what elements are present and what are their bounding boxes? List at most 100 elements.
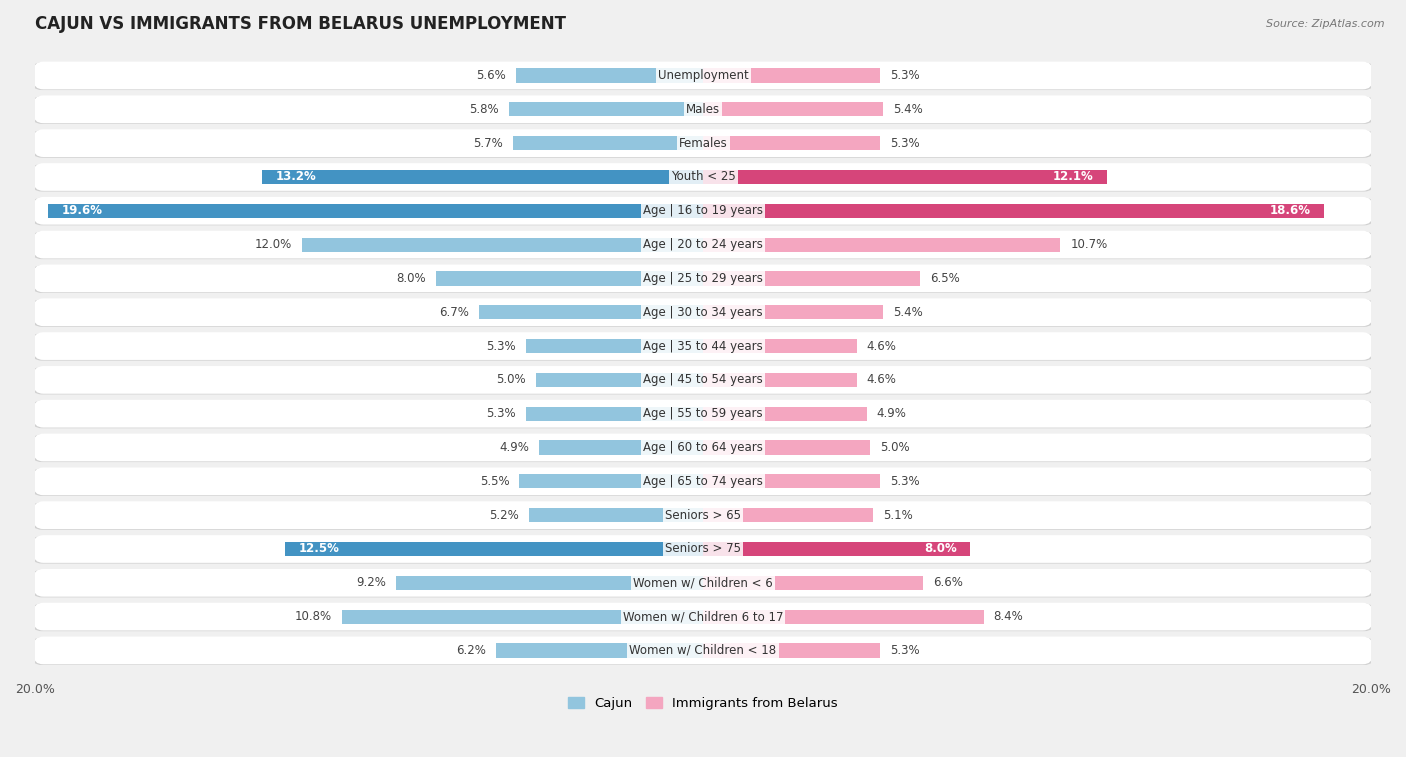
Text: 6.2%: 6.2% xyxy=(456,644,486,657)
Text: Age | 35 to 44 years: Age | 35 to 44 years xyxy=(643,340,763,353)
Bar xyxy=(509,102,703,117)
Text: 5.4%: 5.4% xyxy=(893,306,924,319)
Text: Age | 60 to 64 years: Age | 60 to 64 years xyxy=(643,441,763,454)
Bar xyxy=(703,68,880,83)
FancyBboxPatch shape xyxy=(34,434,1372,462)
Bar xyxy=(703,305,883,319)
Text: CAJUN VS IMMIGRANTS FROM BELARUS UNEMPLOYMENT: CAJUN VS IMMIGRANTS FROM BELARUS UNEMPLO… xyxy=(35,15,567,33)
Bar xyxy=(526,407,703,421)
Bar xyxy=(703,339,856,354)
FancyBboxPatch shape xyxy=(31,96,1375,124)
FancyBboxPatch shape xyxy=(34,197,1372,225)
Text: Unemployment: Unemployment xyxy=(658,69,748,82)
Bar xyxy=(703,102,883,117)
FancyBboxPatch shape xyxy=(34,264,1372,292)
FancyBboxPatch shape xyxy=(31,130,1375,157)
Text: 12.0%: 12.0% xyxy=(254,238,292,251)
Text: 5.3%: 5.3% xyxy=(486,407,516,420)
FancyBboxPatch shape xyxy=(34,569,1372,597)
Text: 6.5%: 6.5% xyxy=(931,272,960,285)
Bar xyxy=(703,542,970,556)
Bar xyxy=(262,170,703,184)
Text: Age | 55 to 59 years: Age | 55 to 59 years xyxy=(643,407,763,420)
Text: 5.0%: 5.0% xyxy=(496,373,526,386)
Bar xyxy=(302,238,703,252)
Bar xyxy=(703,238,1060,252)
Text: 13.2%: 13.2% xyxy=(276,170,316,183)
FancyBboxPatch shape xyxy=(34,603,1372,631)
Text: Age | 65 to 74 years: Age | 65 to 74 years xyxy=(643,475,763,488)
Text: 10.8%: 10.8% xyxy=(295,610,332,623)
Text: 5.3%: 5.3% xyxy=(890,137,920,150)
Text: Age | 20 to 24 years: Age | 20 to 24 years xyxy=(643,238,763,251)
Bar xyxy=(526,339,703,354)
Text: 5.5%: 5.5% xyxy=(479,475,509,488)
FancyBboxPatch shape xyxy=(31,62,1375,90)
FancyBboxPatch shape xyxy=(34,400,1372,428)
Text: 18.6%: 18.6% xyxy=(1270,204,1310,217)
FancyBboxPatch shape xyxy=(31,435,1375,462)
FancyBboxPatch shape xyxy=(31,198,1375,226)
FancyBboxPatch shape xyxy=(34,129,1372,157)
Text: 8.4%: 8.4% xyxy=(994,610,1024,623)
Text: Women w/ Children 6 to 17: Women w/ Children 6 to 17 xyxy=(623,610,783,623)
FancyBboxPatch shape xyxy=(34,332,1372,360)
FancyBboxPatch shape xyxy=(31,366,1375,394)
Text: 4.9%: 4.9% xyxy=(499,441,529,454)
FancyBboxPatch shape xyxy=(34,95,1372,123)
Bar xyxy=(703,576,924,590)
FancyBboxPatch shape xyxy=(31,299,1375,327)
Text: 4.6%: 4.6% xyxy=(866,373,897,386)
Text: Females: Females xyxy=(679,137,727,150)
Text: Seniors > 65: Seniors > 65 xyxy=(665,509,741,522)
Text: Age | 16 to 19 years: Age | 16 to 19 years xyxy=(643,204,763,217)
Bar xyxy=(395,576,703,590)
FancyBboxPatch shape xyxy=(31,468,1375,496)
Bar xyxy=(519,474,703,488)
Bar xyxy=(48,204,703,218)
Text: 6.7%: 6.7% xyxy=(439,306,470,319)
FancyBboxPatch shape xyxy=(31,232,1375,259)
Text: 12.5%: 12.5% xyxy=(299,543,340,556)
FancyBboxPatch shape xyxy=(31,536,1375,563)
Bar xyxy=(703,643,880,658)
Bar xyxy=(703,441,870,455)
FancyBboxPatch shape xyxy=(34,501,1372,529)
Bar xyxy=(513,136,703,150)
FancyBboxPatch shape xyxy=(34,231,1372,258)
Text: 12.1%: 12.1% xyxy=(1053,170,1094,183)
Text: Youth < 25: Youth < 25 xyxy=(671,170,735,183)
Bar xyxy=(703,474,880,488)
Text: 5.0%: 5.0% xyxy=(880,441,910,454)
Bar xyxy=(703,609,984,624)
FancyBboxPatch shape xyxy=(34,298,1372,326)
FancyBboxPatch shape xyxy=(31,569,1375,597)
Legend: Cajun, Immigrants from Belarus: Cajun, Immigrants from Belarus xyxy=(562,691,844,715)
Text: 5.2%: 5.2% xyxy=(489,509,519,522)
Bar xyxy=(536,372,703,387)
Bar xyxy=(529,508,703,522)
FancyBboxPatch shape xyxy=(31,265,1375,293)
Bar xyxy=(703,271,920,285)
Text: 6.6%: 6.6% xyxy=(934,576,963,589)
Bar xyxy=(436,271,703,285)
Bar xyxy=(703,204,1324,218)
Bar xyxy=(540,441,703,455)
Bar xyxy=(342,609,703,624)
Text: 5.4%: 5.4% xyxy=(893,103,924,116)
Text: 5.3%: 5.3% xyxy=(890,475,920,488)
FancyBboxPatch shape xyxy=(34,163,1372,191)
Text: 9.2%: 9.2% xyxy=(356,576,385,589)
FancyBboxPatch shape xyxy=(31,637,1375,665)
Bar xyxy=(703,170,1107,184)
Text: Source: ZipAtlas.com: Source: ZipAtlas.com xyxy=(1267,19,1385,29)
Text: Women w/ Children < 18: Women w/ Children < 18 xyxy=(630,644,776,657)
FancyBboxPatch shape xyxy=(34,637,1372,665)
Bar xyxy=(496,643,703,658)
Bar xyxy=(285,542,703,556)
FancyBboxPatch shape xyxy=(34,61,1372,89)
FancyBboxPatch shape xyxy=(34,366,1372,394)
FancyBboxPatch shape xyxy=(31,603,1375,631)
Bar xyxy=(703,407,866,421)
Text: 5.7%: 5.7% xyxy=(472,137,502,150)
